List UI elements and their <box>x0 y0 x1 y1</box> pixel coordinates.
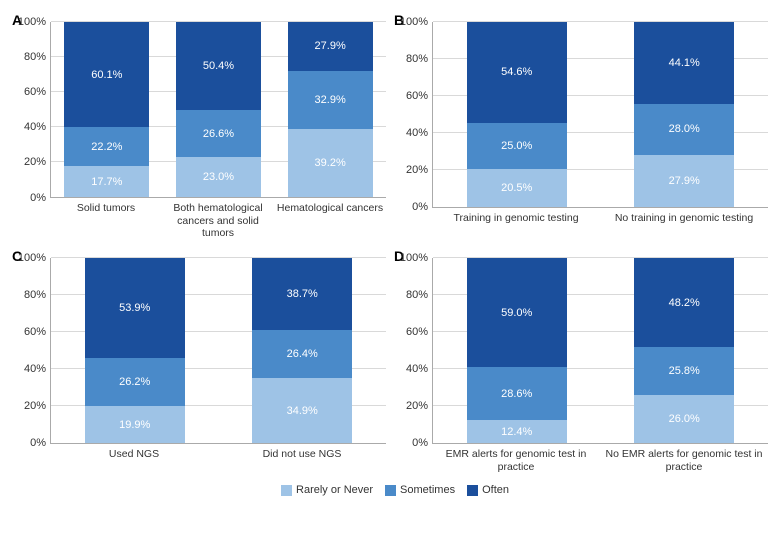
bar-segment-sometimes: 28.0% <box>634 104 734 156</box>
bar-segment-rarely: 39.2% <box>288 129 373 198</box>
x-label: Did not use NGS <box>218 448 386 476</box>
bar-segment-rarely: 34.9% <box>252 378 352 443</box>
panel-c: C100%80%60%40%20%0%53.9%26.2%19.9%38.7%2… <box>10 246 386 476</box>
stacked-bar: 38.7%26.4%34.9% <box>252 258 352 443</box>
x-axis-labels: Used NGSDid not use NGS <box>10 444 386 476</box>
x-label: Solid tumors <box>50 202 162 240</box>
legend-label-sometimes: Sometimes <box>400 484 455 496</box>
chart-area: 100%80%60%40%20%0% 54.6%25.0%20.5% 44.1%28… <box>392 10 768 208</box>
bar-segment-rarely: 19.9% <box>85 406 185 443</box>
bar-segment-sometimes: 22.2% <box>64 127 149 166</box>
legend-swatch-often <box>467 485 478 496</box>
y-axis: 100%80%60%40%20%0% <box>392 22 432 208</box>
bar-segment-often: 50.4% <box>176 22 261 110</box>
stacked-bar: 44.1%28.0%27.9% <box>634 22 734 207</box>
legend-label-rarely: Rarely or Never <box>296 484 373 496</box>
bar-segment-often: 38.7% <box>252 258 352 330</box>
bar-segment-rarely: 27.9% <box>634 155 734 207</box>
bar-segment-sometimes: 28.6% <box>467 367 567 420</box>
chart-area: 100%80%60%40%20%0%53.9%26.2%19.9%38.7%26… <box>10 246 386 444</box>
x-label: Used NGS <box>50 448 218 476</box>
x-label: Both hematological cancers and solid tum… <box>162 202 274 240</box>
panel-d: D100%80%60%40%20%0%59.0%28.6%12.4%48.2%2… <box>392 246 768 476</box>
plot: 54.6%25.0%20.5% 44.1%28.0%27.9% <box>432 22 768 208</box>
chart-area: 100%80%60%40%20%0% 59.0%28.6%12.4% 48.2%25… <box>392 246 768 444</box>
bar-segment-often: 44.1% <box>634 22 734 104</box>
bar-segment-sometimes: 32.9% <box>288 71 373 129</box>
y-axis: 100%80%60%40%20%0% <box>10 258 50 444</box>
stacked-bar: 48.2%25.8%26.0% <box>634 258 734 443</box>
stacked-bar: 54.6%25.0%20.5% <box>467 22 567 207</box>
x-axis-labels: Solid tumorsBoth hematological cancers a… <box>10 198 386 240</box>
legend-swatch-sometimes <box>385 485 396 496</box>
legend-swatch-rarely <box>281 485 292 496</box>
x-label: EMR alerts for genomic test in practice <box>432 448 600 476</box>
stacked-bar: 50.4%26.6%23.0% <box>176 22 261 197</box>
bar-segment-sometimes: 26.2% <box>85 358 185 406</box>
x-label: No EMR alerts for genomic test in practi… <box>600 448 768 476</box>
plot: 59.0%28.6%12.4% 48.2%25.8%26.0% <box>432 258 768 444</box>
panel-grid: A100%80%60%40%20%0%60.1%22.2%17.7%50.4%2… <box>10 10 768 476</box>
bar-segment-often: 54.6% <box>467 22 567 123</box>
bar-segment-rarely: 23.0% <box>176 157 261 197</box>
plot: 60.1%22.2%17.7% 50.4%26.6%23.0% 27.9%32.9%… <box>50 22 386 198</box>
bar-segment-often: 48.2% <box>634 258 734 347</box>
legend: Rarely or Never Sometimes Often <box>10 476 768 496</box>
bar-segment-sometimes: 26.4% <box>252 330 352 379</box>
bar-segment-sometimes: 25.0% <box>467 123 567 169</box>
x-label: Training in genomic testing <box>432 212 600 240</box>
bar-segment-sometimes: 26.6% <box>176 110 261 157</box>
chart-area: 100%80%60%40%20%0% 60.1%22.2%17.7% 50.4%26… <box>10 10 386 198</box>
panel-a: A100%80%60%40%20%0%60.1%22.2%17.7%50.4%2… <box>10 10 386 240</box>
x-label: No training in genomic testing <box>600 212 768 240</box>
bar-segment-often: 60.1% <box>64 22 149 127</box>
bar-segment-rarely: 17.7% <box>64 166 149 197</box>
x-axis-labels: EMR alerts for genomic test in practiceN… <box>392 444 768 476</box>
bar-segment-rarely: 26.0% <box>634 395 734 443</box>
bar-segment-often: 59.0% <box>467 258 567 367</box>
bar-segment-sometimes: 25.8% <box>634 347 734 395</box>
y-axis: 100%80%60%40%20%0% <box>392 258 432 444</box>
stacked-bar: 53.9%26.2%19.9% <box>85 258 185 443</box>
y-axis: 100%80%60%40%20%0% <box>10 22 50 198</box>
stacked-bar: 27.9%32.9%39.2% <box>288 22 373 197</box>
bar-segment-often: 53.9% <box>85 258 185 358</box>
bar-segment-rarely: 20.5% <box>467 169 567 207</box>
x-axis-labels: Training in genomic testingNo training i… <box>392 208 768 240</box>
panel-b: B100%80%60%40%20%0%54.6%25.0%20.5%44.1%2… <box>392 10 768 240</box>
x-label: Hematological cancers <box>274 202 386 240</box>
stacked-bar: 60.1%22.2%17.7% <box>64 22 149 197</box>
stacked-bar: 59.0%28.6%12.4% <box>467 258 567 443</box>
bar-segment-often: 27.9% <box>288 22 373 71</box>
plot: 53.9%26.2%19.9% 38.7%26.4%34.9% <box>50 258 386 444</box>
bar-segment-rarely: 12.4% <box>467 420 567 443</box>
legend-label-often: Often <box>482 484 509 496</box>
